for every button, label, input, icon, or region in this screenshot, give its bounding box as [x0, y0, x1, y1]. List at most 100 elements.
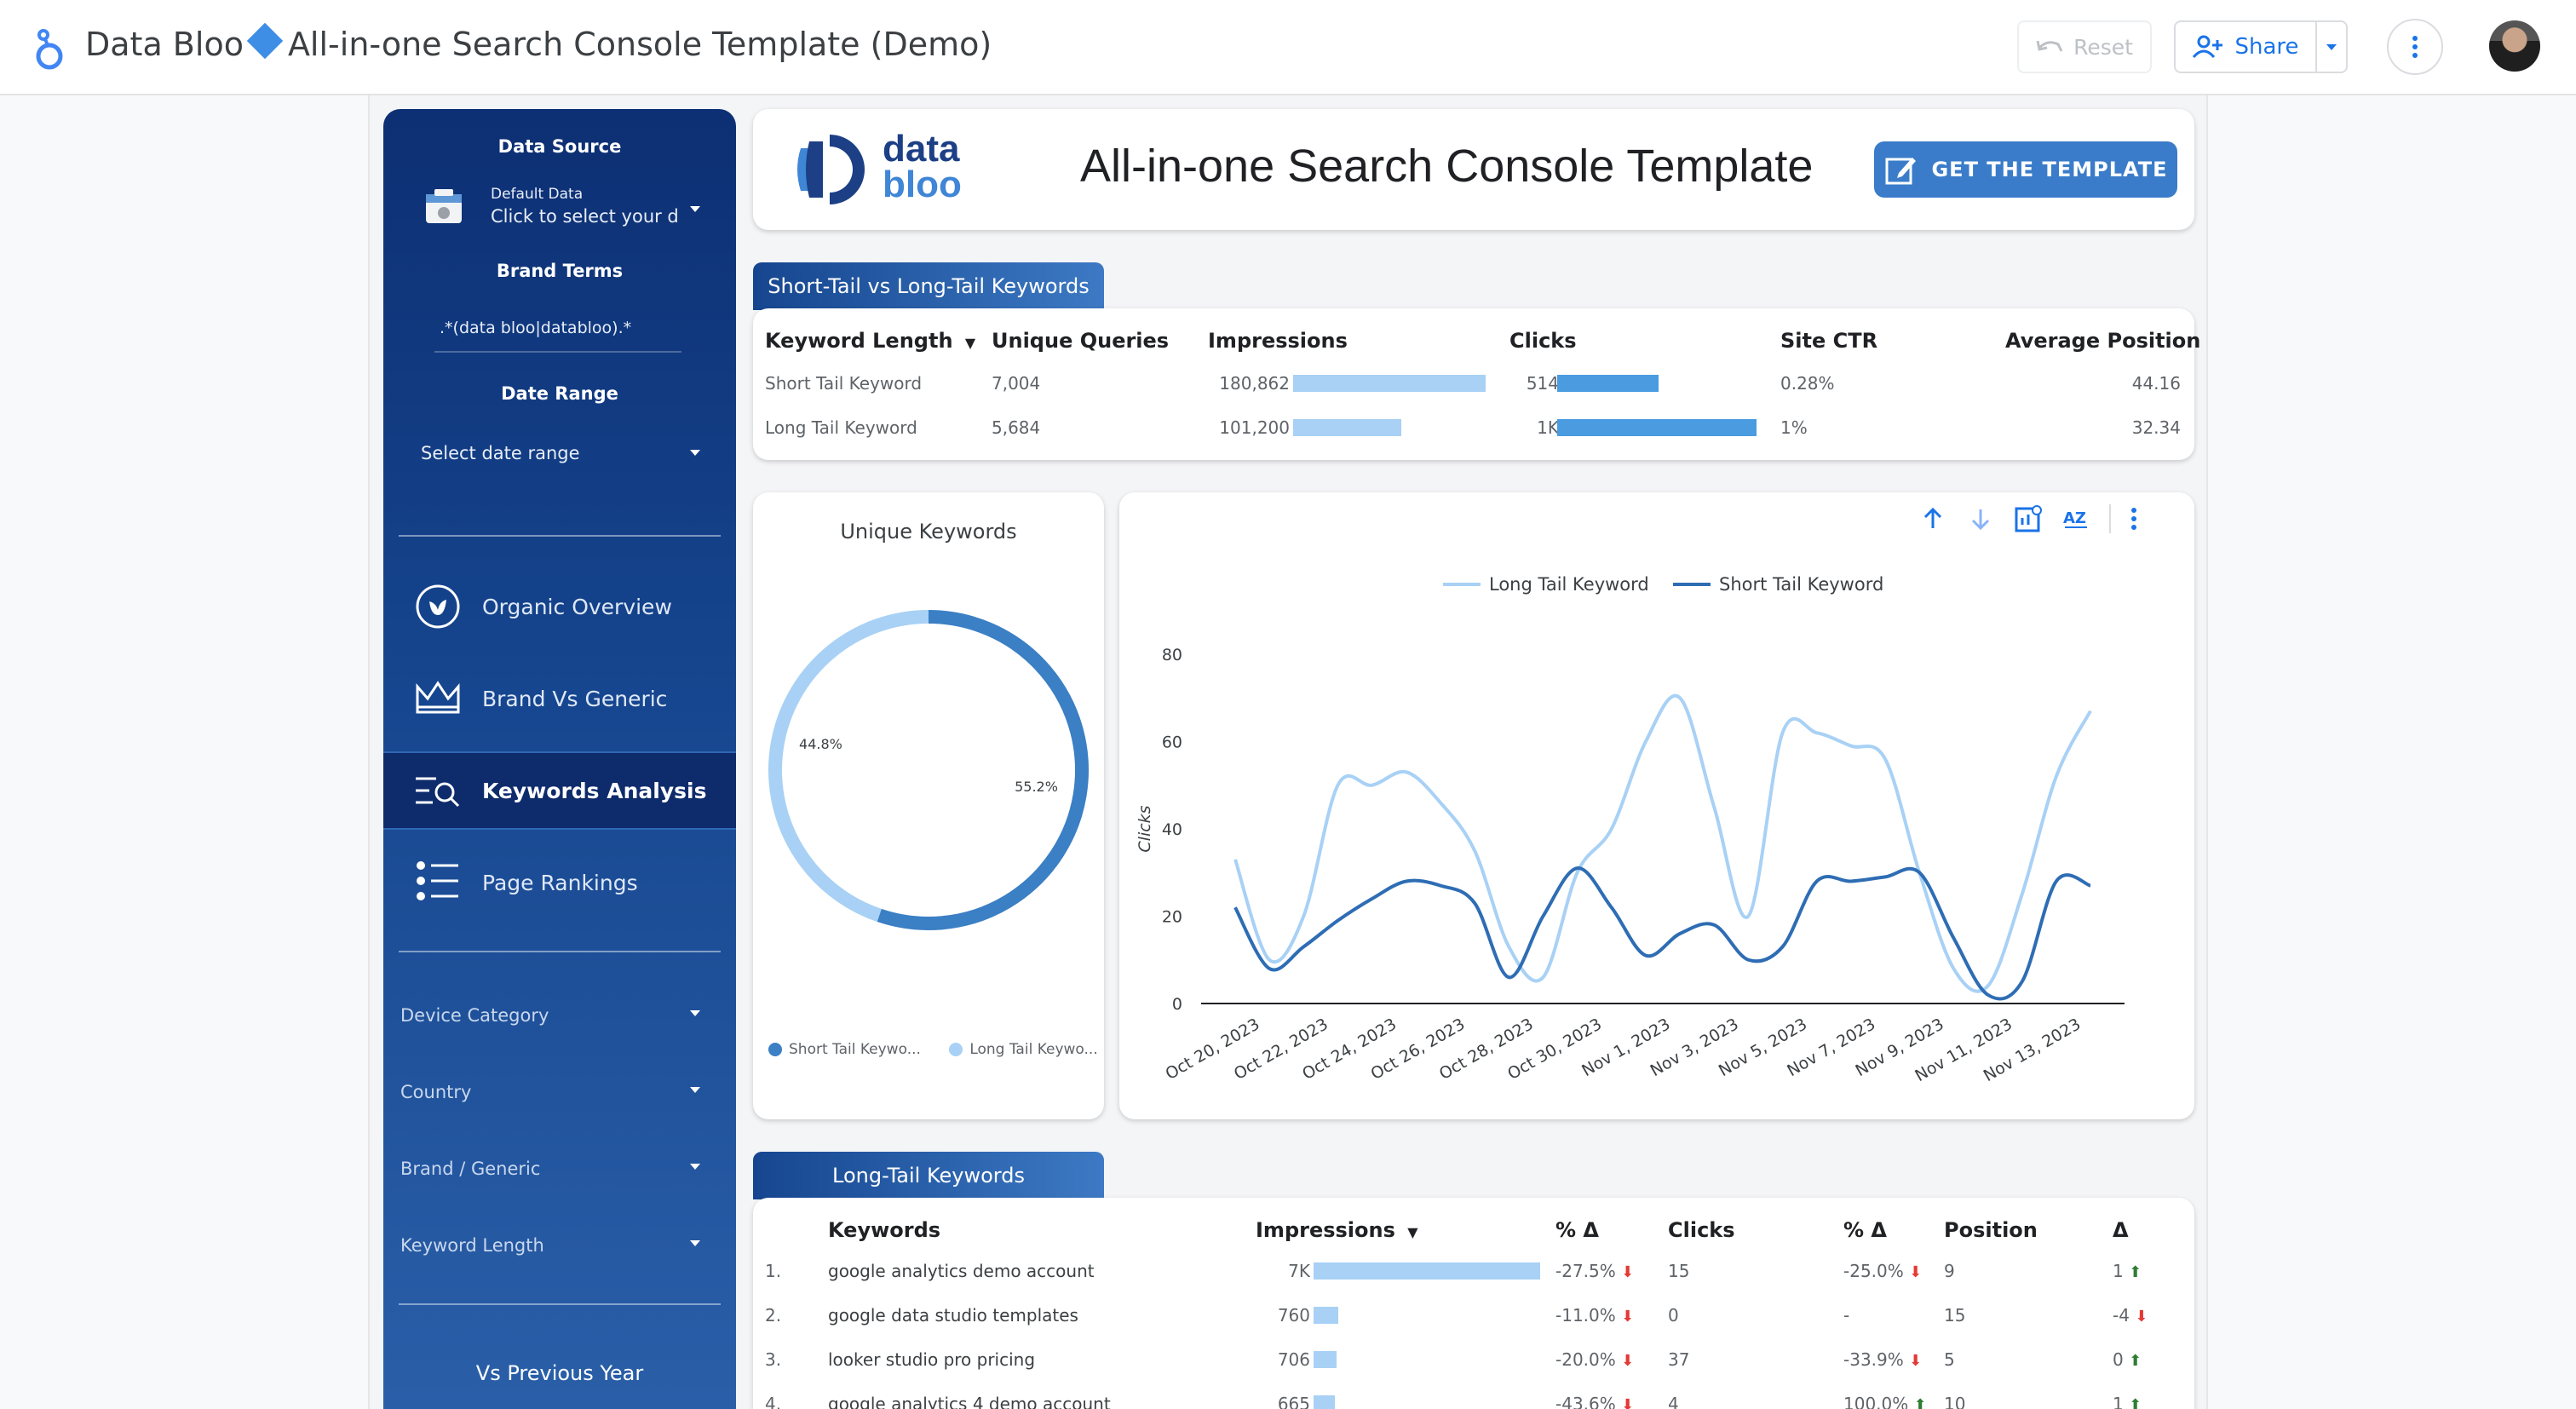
brand-terms-input[interactable]: .*(data bloo|databloo).*	[440, 319, 632, 337]
cell-queries: 5,684	[992, 417, 1041, 438]
y-axis-label: Clicks	[1136, 805, 1154, 852]
y-tick-label: 40	[1162, 820, 1182, 839]
share-button[interactable]: Share	[2174, 20, 2348, 73]
chart-settings-icon[interactable]	[2014, 504, 2043, 533]
donut-chart-card: Unique Keywords 55.2% 44.8% Short Tail Ke…	[753, 492, 1104, 1119]
cell-clicks: 514	[1526, 373, 1559, 394]
avatar[interactable]	[2489, 20, 2540, 72]
long-tail-table: Keywords Impressions ▼ % Δ Clicks % Δ Po…	[753, 1198, 2194, 1409]
legend-label: Long Tail Keyword	[1489, 574, 1649, 595]
arrow-up-icon[interactable]	[1918, 504, 1947, 533]
report-title-left: Data Bloo	[85, 26, 244, 63]
tab-label: Long-Tail Keywords	[832, 1164, 1025, 1188]
cell-impressions: 101,200	[1219, 417, 1290, 438]
impressions-bar	[1293, 419, 1401, 436]
cell-position: 9	[1944, 1261, 1955, 1281]
data-source-small: Default Data	[491, 186, 584, 203]
reset-button[interactable]: Reset	[2017, 20, 2152, 73]
cell-impressions: 706	[1277, 1349, 1310, 1370]
nav-label: Brand Vs Generic	[482, 686, 668, 711]
cell-keyword: google analytics 4 demo account	[828, 1394, 1111, 1409]
cell-impressions: 180,862	[1219, 373, 1290, 394]
impressions-bar	[1314, 1395, 1335, 1409]
legend-label: Long Tail Keywo...	[969, 1041, 1098, 1058]
list-icon	[417, 861, 458, 900]
donut-legend: Short Tail Keywo... Long Tail Keywo...	[768, 1041, 1098, 1058]
slice-label: 55.2%	[1015, 779, 1058, 795]
undo-icon	[2036, 40, 2063, 52]
nav-organic-overview[interactable]: Organic Overview	[383, 567, 736, 646]
legend-dot	[768, 1043, 782, 1056]
tab-short-vs-long: Short-Tail vs Long-Tail Keywords	[753, 262, 1104, 310]
donut-title: Unique Keywords	[840, 520, 1017, 543]
cell-position: 44.16	[2131, 373, 2181, 394]
col-unique-queries[interactable]: Unique Queries	[992, 329, 1170, 353]
cell-impressions-delta: -27.5% ⬇	[1555, 1261, 1634, 1281]
svg-text:AZ: AZ	[2063, 509, 2086, 527]
col-impressions[interactable]: Impressions ▼	[1256, 1218, 1418, 1242]
filter-label: Device Category	[400, 1005, 549, 1026]
search-list-icon	[416, 777, 460, 808]
get-template-button[interactable]: GET THE TEMPLATE	[1874, 141, 2177, 198]
more-options-button[interactable]	[2387, 19, 2443, 75]
add-person-icon	[2193, 35, 2223, 59]
col-keywords[interactable]: Keywords	[828, 1218, 941, 1242]
delta-value: -11.0%	[1555, 1305, 1616, 1326]
nav-keywords-analysis[interactable]: Keywords Analysis	[383, 751, 736, 830]
share-dropdown[interactable]	[2315, 22, 2346, 72]
clicks-bar	[1557, 419, 1757, 436]
sort-az-icon[interactable]: AZ	[2061, 504, 2090, 533]
report-title[interactable]: Data Bloo All-in-one Search Console Templ…	[85, 22, 992, 63]
col-position[interactable]: Position	[1944, 1218, 2038, 1242]
arrow-down-icon: ⬇	[2135, 1308, 2148, 1326]
col-label: Keyword Length	[765, 329, 953, 353]
header-card: data bloo All-in-one Search Console Temp…	[753, 109, 2194, 230]
legend-item-long[interactable]: Long Tail Keywo...	[949, 1041, 1098, 1058]
col-clicks[interactable]: Clicks	[1509, 329, 1577, 353]
input-underline	[434, 351, 681, 353]
col-clicks[interactable]: Clicks	[1668, 1218, 1735, 1242]
cell-keyword: google analytics demo account	[828, 1261, 1095, 1281]
col-clicks-delta[interactable]: % Δ	[1843, 1218, 1887, 1242]
arrow-up-icon: ⬆	[2129, 1396, 2142, 1409]
col-average-position[interactable]: Average Position	[2005, 329, 2201, 353]
legend-item-short[interactable]: Short Tail Keywo...	[768, 1041, 921, 1058]
edit-icon	[1885, 158, 1917, 185]
impressions-bar	[1293, 375, 1486, 392]
arrow-down-icon: ⬇	[1909, 1263, 1923, 1281]
arrow-down-icon: ⬇	[1621, 1308, 1635, 1326]
report-title-right: All-in-one Search Console Template (Demo…	[287, 26, 992, 63]
cell-position: 10	[1944, 1394, 1966, 1409]
get-template-label: GET THE TEMPLATE	[1931, 158, 2168, 181]
more-vert-icon[interactable]	[2130, 506, 2138, 532]
row-number: 1.	[765, 1261, 782, 1281]
chevron-down-icon	[2326, 43, 2337, 50]
delta-value: 1	[2113, 1394, 2124, 1409]
col-impressions-delta[interactable]: % Δ	[1555, 1218, 1599, 1242]
divider	[399, 1303, 721, 1305]
arrow-down-icon[interactable]	[1966, 504, 1995, 533]
cell-position-delta: -4 ⬇	[2113, 1305, 2148, 1326]
donut-chart[interactable]: 55.2% 44.8%	[753, 595, 1104, 952]
delta-value: 0	[2113, 1349, 2124, 1370]
col-keyword-length[interactable]: Keyword Length ▼	[765, 329, 975, 353]
looker-studio-logo-icon[interactable]	[32, 27, 66, 72]
toolbar-divider	[2109, 504, 2111, 533]
arrow-down-icon: ⬇	[1621, 1396, 1635, 1409]
col-position-delta[interactable]: Δ	[2113, 1218, 2129, 1242]
chevron-down-icon	[690, 1010, 700, 1016]
nav-page-rankings[interactable]: Page Rankings	[383, 843, 736, 922]
donut-slice	[877, 610, 1089, 930]
row-number: 2.	[765, 1305, 782, 1326]
col-site-ctr[interactable]: Site CTR	[1780, 329, 1878, 353]
share-main[interactable]: Share	[2176, 22, 2315, 72]
y-tick-label: 0	[1172, 995, 1182, 1014]
nav-brand-vs-generic[interactable]: Brand Vs Generic	[383, 659, 736, 738]
more-vert-icon	[2412, 36, 2418, 58]
logo-text-top: data	[883, 128, 960, 170]
delta-value: -27.5%	[1555, 1261, 1616, 1281]
comparison-label[interactable]: Vs Previous Year	[475, 1361, 644, 1385]
col-impressions[interactable]: Impressions	[1208, 329, 1348, 353]
nav-label: Keywords Analysis	[482, 778, 707, 803]
